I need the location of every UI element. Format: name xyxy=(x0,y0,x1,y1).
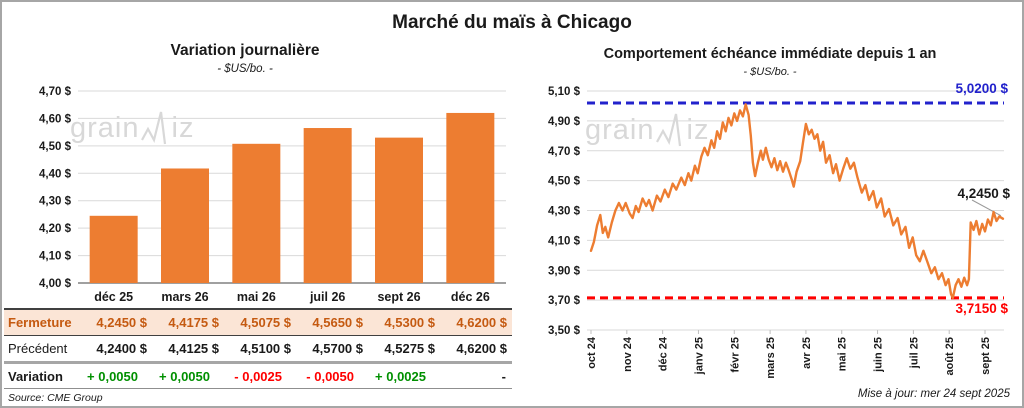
x-tick-label: août 25 xyxy=(944,337,956,376)
x-tick-label: mai 26 xyxy=(237,290,276,304)
cell-Fermeture-sept 26: 4,5300 $ xyxy=(384,315,435,330)
y-tick-label: 4,60 $ xyxy=(39,113,72,125)
x-tick-label: mars 25 xyxy=(765,337,777,379)
cell-Fermeture-mars 26: 4,4175 $ xyxy=(168,315,219,330)
cell-Variation-juil 26: - 0,0050 xyxy=(306,368,354,384)
left-chart-title: Variation journalière xyxy=(170,42,320,59)
row-label: Précédent xyxy=(8,341,68,356)
high-ref-label: 5,0200 $ xyxy=(955,81,1008,96)
label-leader-line xyxy=(971,199,1002,217)
cell-Fermeture-mai 26: 4,5075 $ xyxy=(240,315,291,330)
x-tick-label: déc 25 xyxy=(94,290,133,304)
row-label: Fermeture xyxy=(8,315,72,330)
x-tick-label: avr 25 xyxy=(801,337,813,369)
x-tick-label: oct 24 xyxy=(586,336,598,369)
y-tick-label: 4,70 $ xyxy=(548,146,581,158)
cell-Fermeture-juil 26: 4,5650 $ xyxy=(312,315,363,330)
y-tick-label: 4,10 $ xyxy=(548,235,581,247)
source-note: Source: CME Group xyxy=(8,392,103,404)
y-tick-label: 4,00 $ xyxy=(39,278,72,290)
low-ref-label: 3,7150 $ xyxy=(955,301,1008,316)
updated-note: Mise à jour: mer 24 sept 2025 xyxy=(857,388,1010,400)
last-price-label: 4,2450 $ xyxy=(957,186,1010,201)
cell-Précédent-sept 26: 4,5275 $ xyxy=(384,341,435,356)
x-tick-label: mai 25 xyxy=(837,337,849,371)
row-label: Variation xyxy=(8,368,63,384)
cell-Précédent-juil 26: 4,5700 $ xyxy=(312,341,363,356)
cell-Précédent-mars 26: 4,4125 $ xyxy=(168,341,219,356)
grainwiz-watermark: grain iz xyxy=(70,110,194,146)
cell-Fermeture-déc 25: 4,2450 $ xyxy=(96,315,147,330)
watermark-zigzag-icon-right xyxy=(655,113,681,147)
cell-Variation-mai 26: - 0,0025 xyxy=(234,368,282,384)
watermark-text-right2: iz xyxy=(686,113,710,146)
x-tick-label: janv 25 xyxy=(693,337,705,375)
y-tick-label: 4,10 $ xyxy=(39,251,72,263)
y-tick-label: 4,70 $ xyxy=(39,86,72,98)
y-tick-label: 3,50 $ xyxy=(548,325,581,337)
watermark-zigzag-icon xyxy=(140,111,166,145)
bar-juil 26 xyxy=(303,128,352,283)
y-tick-label: 4,50 $ xyxy=(548,176,581,188)
x-tick-label: sept 25 xyxy=(980,337,992,375)
x-tick-label: déc 24 xyxy=(658,336,670,371)
left-chart-subtitle: - $US/bo. - xyxy=(217,63,273,75)
cell-Variation-déc 25: + 0,0050 xyxy=(87,368,138,384)
cell-Variation-sept 26: + 0,0025 xyxy=(375,368,426,384)
cell-Précédent-déc 25: 4,2400 $ xyxy=(96,341,147,356)
bar-déc 25 xyxy=(89,215,138,283)
price-line xyxy=(589,103,1005,300)
x-tick-label: juin 25 xyxy=(873,337,885,373)
x-tick-label: mars 26 xyxy=(161,290,208,304)
cell-Fermeture-déc 26: 4,6200 $ xyxy=(456,315,507,330)
x-tick-label: sept 26 xyxy=(377,290,420,304)
table-row-2: Variation + 0,0050 + 0,0050 - 0,0025 - 0,005… xyxy=(4,364,512,389)
bar-sept 26 xyxy=(375,137,423,283)
x-tick-label: nov 24 xyxy=(622,336,634,372)
y-tick-label: 3,90 $ xyxy=(548,265,581,277)
x-tick-label: juil 26 xyxy=(309,290,345,304)
right-chart-title: Comportement échéance immédiate depuis 1… xyxy=(603,46,937,62)
y-tick-label: 4,30 $ xyxy=(39,196,72,208)
right-chart-subtitle: - $US/bo. - xyxy=(743,66,797,78)
table-row-1: Précédent 4,2400 $ 4,4125 $ 4,5100 $ 4,5700 … xyxy=(4,336,512,364)
page-title: Marché du maïs à Chicago xyxy=(392,12,632,33)
x-tick-label: févr 25 xyxy=(729,337,741,372)
y-tick-label: 3,70 $ xyxy=(548,295,581,307)
y-tick-label: 4,90 $ xyxy=(548,116,581,128)
daily-variation-bar-chart: 4,70 $ 4,60 $ 4,50 $ 4,40 $ 4,30 $ 4,20 $ 4,10… xyxy=(39,86,506,304)
cell-Variation-mars 26: + 0,0050 xyxy=(159,368,210,384)
watermark-text-left: grain xyxy=(70,111,140,144)
y-tick-label: 5,10 $ xyxy=(548,86,581,98)
watermark-text-right: grain xyxy=(585,113,655,146)
cell-Précédent-déc 26: 4,6200 $ xyxy=(456,341,507,356)
x-tick-label: juil 25 xyxy=(908,337,920,369)
y-tick-label: 4,30 $ xyxy=(548,206,581,218)
cell-Variation-déc 26: - xyxy=(501,368,506,384)
one-year-line-chart: 5,10 $ 4,90 $ 4,70 $ 4,50 $ 4,30 $ 4,10 $ 3,90… xyxy=(548,86,1005,379)
bar-mai 26 xyxy=(232,143,281,283)
bar-déc 26 xyxy=(446,112,495,283)
grainwiz-watermark-right: grain iz xyxy=(585,112,709,148)
y-tick-label: 4,40 $ xyxy=(39,168,72,180)
watermark-text-left2: iz xyxy=(171,111,195,144)
price-table: Fermeture 4,2450 $ 4,4175 $ 4,5075 $ 4,5650 … xyxy=(4,308,512,389)
y-tick-label: 4,50 $ xyxy=(39,141,72,153)
x-tick-label: déc 26 xyxy=(451,290,490,304)
bar-mars 26 xyxy=(161,168,209,283)
cell-Précédent-mai 26: 4,5100 $ xyxy=(240,341,291,356)
table-row-0: Fermeture 4,2450 $ 4,4175 $ 4,5075 $ 4,5650 … xyxy=(4,310,512,336)
y-tick-label: 4,20 $ xyxy=(39,223,72,235)
